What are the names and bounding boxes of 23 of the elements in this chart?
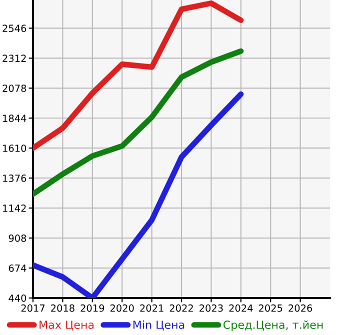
x-tick-label: 2023 [200, 304, 223, 312]
x-tick-label: 2025 [258, 304, 282, 312]
legend-label: Max Цена [40, 320, 94, 331]
x-tick-label: 2022 [170, 304, 193, 312]
y-tick-label: 440 [8, 294, 26, 302]
y-tick-label: 2312 [2, 54, 26, 62]
y-tick-label: 1142 [3, 204, 26, 212]
x-tick-label: 2024 [229, 304, 253, 312]
x-tick-label: 2017 [21, 304, 45, 312]
y-tick-label: 1844 [3, 114, 26, 122]
x-tick-label: 2021 [140, 304, 164, 312]
y-tick-label: 1376 [3, 174, 26, 182]
x-tick-label: 2020 [110, 304, 134, 312]
x-tick-label: 2018 [51, 304, 74, 312]
y-tick-label: 2078 [2, 84, 26, 92]
legend-label: Min Цена [133, 320, 184, 331]
y-tick-label: 674 [8, 264, 26, 272]
legend-label: Сред.Цена, т.йен [224, 320, 323, 332]
y-tick-label: 2546 [2, 24, 26, 32]
x-tick-label: 2026 [288, 304, 312, 312]
y-tick-label: 908 [8, 234, 26, 242]
y-tick-label: 1610 [3, 144, 26, 152]
x-tick-label: 2019 [80, 304, 104, 312]
